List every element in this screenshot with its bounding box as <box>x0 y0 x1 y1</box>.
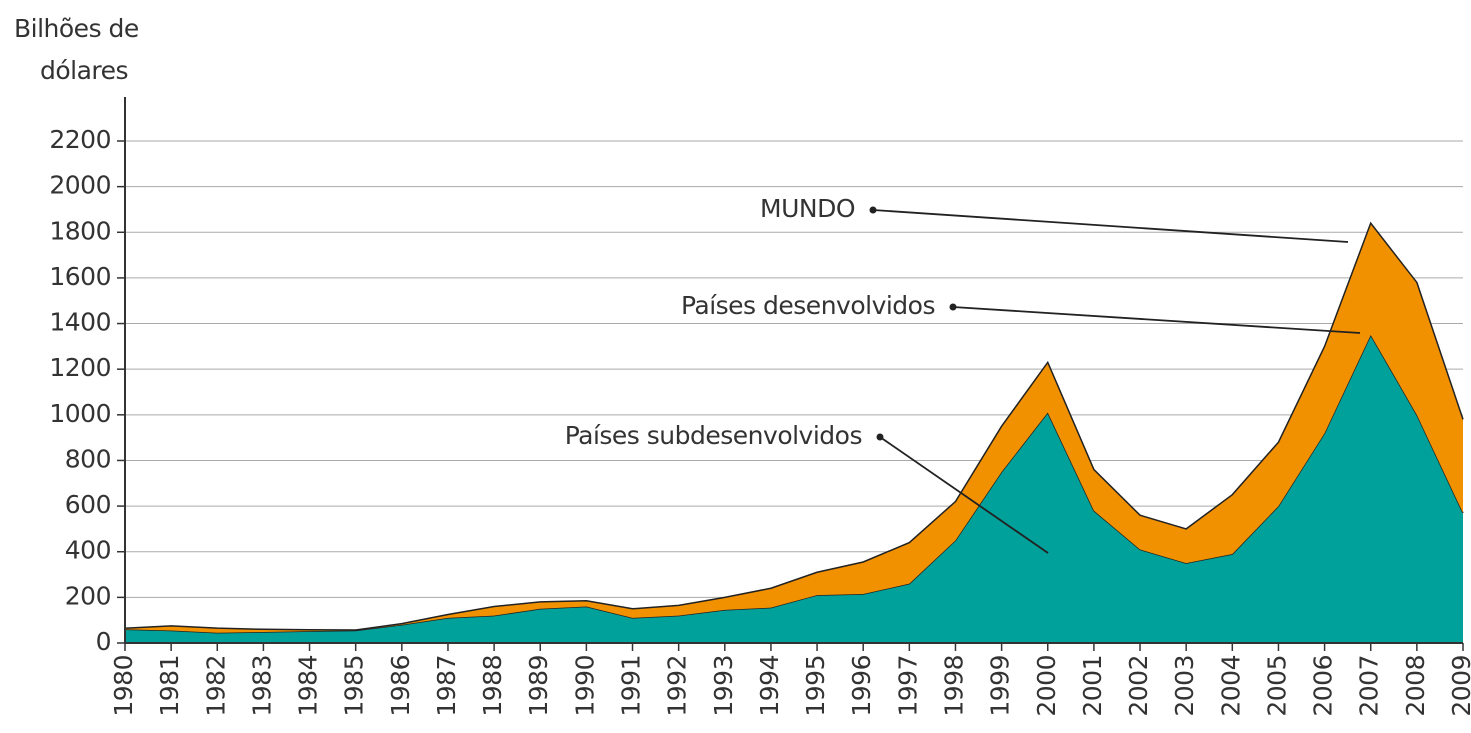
x-tick-label: 1981 <box>155 655 184 717</box>
annotation: MUNDO <box>760 194 855 223</box>
x-tick-label: 2003 <box>1170 655 1199 717</box>
x-tick-label: 2005 <box>1262 655 1291 717</box>
x-tick-label: 1997 <box>893 655 922 717</box>
x-tick-label: 2009 <box>1447 655 1471 717</box>
y-axis-title: Bilhões de <box>14 14 139 43</box>
x-tick-label: 1999 <box>986 655 1015 717</box>
x-tick-label: 2008 <box>1401 655 1430 717</box>
y-axis-title: dólares <box>40 56 128 85</box>
area <box>125 223 1463 633</box>
annotation: Países subdesenvolvidos <box>565 421 862 450</box>
x-tick-label: 1995 <box>801 655 830 717</box>
x-tick-label: 1987 <box>432 655 461 717</box>
annotation-pointer <box>879 436 1049 554</box>
x-tick-label: 2007 <box>1355 655 1384 717</box>
annotation: Países desenvolvidos <box>681 291 935 320</box>
area-outline <box>124 221 1464 631</box>
x-tick-label: 1980 <box>109 655 138 717</box>
y-tick-label: 200 <box>65 581 111 610</box>
x-tick-label: 2006 <box>1309 655 1338 717</box>
x-tick-label: 1984 <box>294 655 323 717</box>
x-tick-label: 1993 <box>709 655 738 717</box>
area <box>125 334 1463 643</box>
x-tick-label: 1992 <box>663 655 692 717</box>
x-tick-label: 1994 <box>755 655 784 717</box>
x-tick-label: 1991 <box>617 655 646 717</box>
y-tick-label: 800 <box>65 444 111 473</box>
annotation-pointer <box>952 306 1361 334</box>
y-tick-label: 0 <box>96 627 111 656</box>
x-tick-label: 1988 <box>478 655 507 717</box>
x-tick-label: 2001 <box>1078 655 1107 717</box>
y-tick-label: 2200 <box>49 125 111 154</box>
x-tick-label: 1986 <box>386 655 415 717</box>
y-tick-label: 1400 <box>49 308 111 337</box>
x-tick-label: 1990 <box>570 655 599 717</box>
x-tick-label: 1985 <box>340 655 369 717</box>
x-tick-label: 1989 <box>524 655 553 717</box>
y-tick-label: 600 <box>65 490 111 519</box>
annotation-pointer <box>872 209 1349 243</box>
y-tick-label: 400 <box>65 536 111 565</box>
x-tick-label: 1982 <box>201 655 230 717</box>
x-tick-label: 1983 <box>247 655 276 717</box>
y-tick-label: 1000 <box>49 399 111 428</box>
x-tick-label: 2004 <box>1216 655 1245 717</box>
y-tick-label: 1600 <box>49 262 111 291</box>
x-tick-label: 2000 <box>1032 655 1061 717</box>
x-tick-label: 1996 <box>847 655 876 717</box>
y-tick-label: 1200 <box>49 353 111 382</box>
y-tick-label: 2000 <box>49 171 111 200</box>
y-tick-label: 1800 <box>49 216 111 245</box>
x-tick-label: 1998 <box>939 655 968 717</box>
x-tick-label: 2002 <box>1124 655 1153 717</box>
